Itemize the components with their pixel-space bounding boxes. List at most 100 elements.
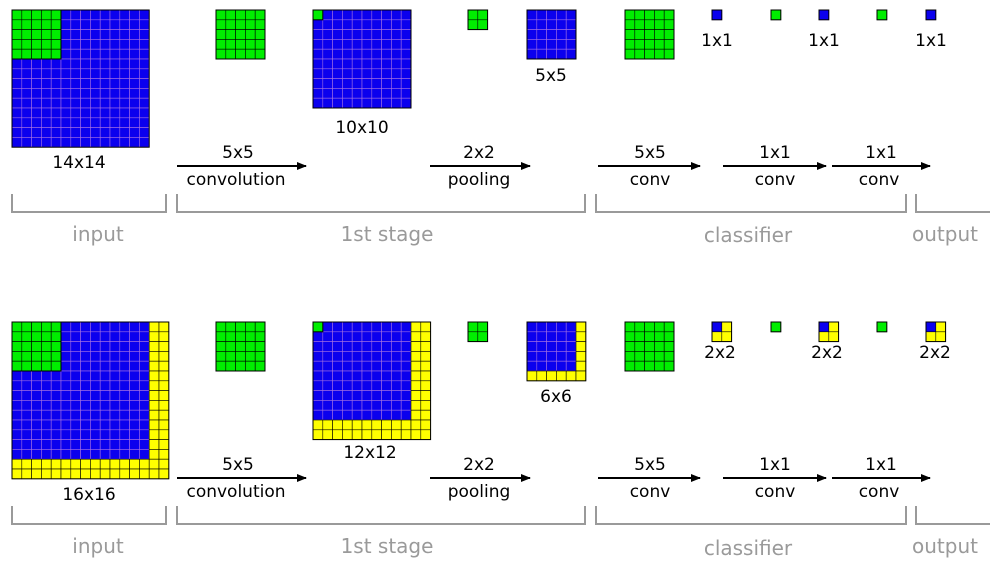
kernel-2x2-border [467, 9, 489, 31]
operation-arrows: 5x5 convolution 2x2 pooling 5x5 conv 1x1… [177, 143, 931, 190]
section-label-input: input [72, 534, 124, 558]
kernel-5x5-border [215, 321, 266, 372]
cls-unit-1 [711, 321, 733, 343]
row-bottom: 16x16 12x12 6x6 2x2 2x2 2x2 5x5 convolut… [11, 321, 990, 560]
cls-unit-1-border [711, 321, 733, 343]
input-map-border [11, 321, 170, 480]
kernel-5x5-cls-border [624, 9, 675, 60]
op-label-conv-5x5-size: 5x5 [634, 143, 666, 163]
op-label-convolution-size: 5x5 [222, 455, 254, 475]
kernel-5x5-cls [624, 9, 675, 60]
input-map-kernel-overlay-border [11, 321, 62, 372]
classifier-size-label-2: 1x1 [808, 31, 840, 51]
op-label-conv-1x1-a: conv [755, 170, 796, 190]
op-label-conv-1x1-b: conv [859, 170, 900, 190]
section-brackets [11, 194, 990, 213]
section-label-1st-stage: 1st stage [341, 534, 434, 558]
op-label-conv-1x1-a-size: 1x1 [759, 143, 791, 163]
section-labels: input 1st stage classifier output [72, 222, 978, 247]
section-brackets [11, 506, 990, 525]
conv-output-map-kernel-overlay [312, 9, 324, 21]
op-label-conv-1x1-a: conv [755, 482, 796, 502]
classifier-size-label-2: 2x2 [811, 343, 843, 363]
cls-unit-1 [711, 9, 723, 21]
conv-output-map-kernel-overlay [312, 321, 324, 333]
conv-output-size-label: 12x12 [343, 443, 396, 463]
conv-output-map [312, 9, 412, 109]
kernel-5x5 [215, 9, 266, 60]
classifier-size-label-1: 1x1 [701, 31, 733, 51]
classifier-size-label-3: 1x1 [915, 31, 947, 51]
grid-size-labels: 16x16 12x12 6x6 2x2 2x2 2x2 [62, 343, 951, 505]
input-map-kernel-overlay [11, 9, 62, 60]
kernel-5x5-border [215, 9, 266, 60]
section-label-input: input [72, 222, 124, 246]
cls-unit-2 [818, 9, 830, 21]
cls-unit-2-border [818, 9, 830, 21]
kernel-1x1-a [770, 321, 782, 333]
op-label-conv-1x1-a-size: 1x1 [759, 455, 791, 475]
kernel-2x2 [467, 321, 489, 343]
cls-unit-1-border [711, 9, 723, 21]
cls-unit-2-border [818, 321, 840, 343]
input-size-label: 14x14 [52, 153, 105, 173]
conv-output-map-border [312, 9, 412, 109]
bracket-classifier [595, 194, 907, 213]
input-map-kernel-overlay-border [11, 9, 62, 60]
conv-output-map-border [312, 321, 432, 441]
kernel-1x1-a-border [770, 9, 782, 21]
bracket-output [915, 194, 990, 213]
conv-output-size-label: 10x10 [335, 118, 388, 138]
bracket-input [11, 506, 167, 525]
input-map-border [11, 9, 150, 148]
operation-arrows: 5x5 convolution 2x2 pooling 5x5 conv 1x1… [177, 455, 931, 502]
op-label-conv-5x5: conv [630, 482, 671, 502]
kernel-5x5-cls [624, 321, 675, 372]
op-label-convolution-size: 5x5 [222, 143, 254, 163]
feature-map-grids [11, 9, 937, 148]
op-label-pooling: pooling [448, 170, 511, 190]
section-label-classifier: classifier [704, 536, 793, 560]
section-label-output: output [912, 222, 978, 246]
kernel-2x2-border [467, 321, 489, 343]
op-label-pooling-size: 2x2 [463, 455, 495, 475]
cls-unit-2 [818, 321, 840, 343]
bracket-classifier [595, 506, 907, 525]
conv-output-map-kernel-overlay-border [312, 321, 324, 333]
cls-unit-3-border [925, 9, 937, 21]
pool-output-map-border [526, 9, 577, 60]
cls-unit-3-border [925, 321, 947, 343]
row-top: 14x14 10x10 5x5 1x1 1x1 1x1 5x5 convolut… [11, 9, 990, 247]
cls-unit-3 [925, 9, 937, 21]
bracket-1st-stage [176, 506, 586, 525]
op-label-pooling: pooling [448, 482, 511, 502]
kernel-2x2 [467, 9, 489, 31]
bracket-output [915, 506, 990, 525]
bracket-1st-stage [176, 194, 586, 213]
feature-map-grids [11, 321, 947, 480]
input-map-kernel-overlay [11, 321, 62, 372]
section-label-1st-stage: 1st stage [341, 222, 434, 246]
grid-size-labels: 14x14 10x10 5x5 1x1 1x1 1x1 [52, 31, 947, 173]
op-label-conv-1x1-b-size: 1x1 [865, 143, 897, 163]
kernel-1x1-b-border [876, 9, 888, 21]
kernel-1x1-b-border [876, 321, 888, 333]
kernel-1x1-b [876, 321, 888, 333]
cls-unit-3 [925, 321, 947, 343]
op-label-conv-1x1-b-size: 1x1 [865, 455, 897, 475]
kernel-1x1-a-border [770, 321, 782, 333]
pool-output-map-border [526, 321, 587, 382]
kernel-1x1-a [770, 9, 782, 21]
pool-output-size-label: 5x5 [535, 66, 567, 86]
op-label-convolution: convolution [186, 482, 285, 502]
classifier-size-label-3: 2x2 [919, 343, 951, 363]
section-label-classifier: classifier [704, 223, 793, 247]
conv-output-map-kernel-overlay-border [312, 9, 324, 21]
conv-output-map [312, 321, 432, 441]
kernel-5x5 [215, 321, 266, 372]
classifier-size-label-1: 2x2 [704, 343, 736, 363]
op-label-conv-5x5: conv [630, 170, 671, 190]
input-size-label: 16x16 [62, 485, 115, 505]
kernel-5x5-cls-border [624, 321, 675, 372]
